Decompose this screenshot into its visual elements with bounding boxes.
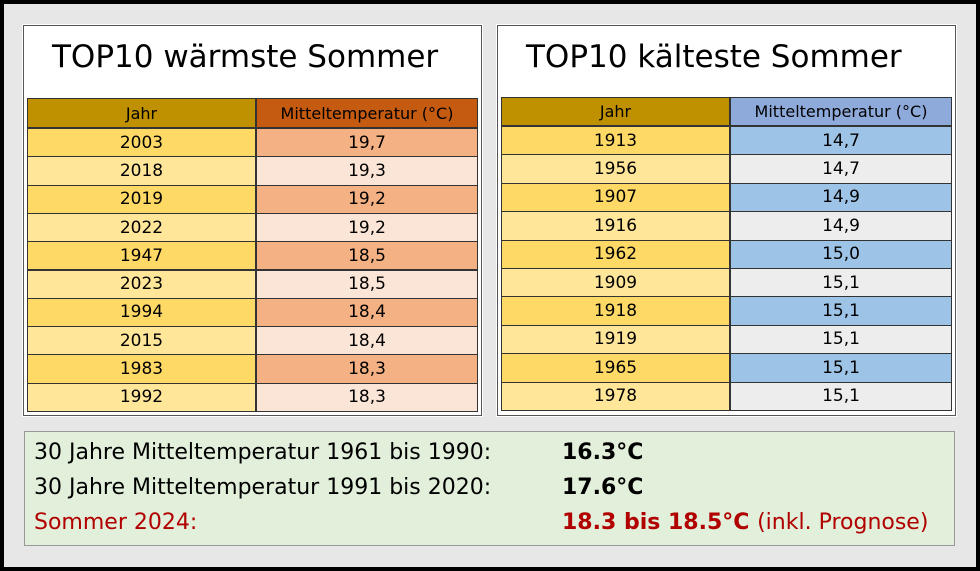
year-cell: 2023 (27, 269, 256, 299)
temp-cell: 15,1 (730, 353, 952, 383)
temp-cell: 19,2 (256, 184, 478, 214)
temp-cell: 15,1 (730, 381, 952, 411)
temp-cell: 19,3 (256, 156, 478, 186)
year-cell: 1916 (501, 211, 730, 241)
summary-value: 18.3 bis 18.5°C (inkl. Prognose) (562, 510, 928, 535)
temp-cell: 18,5 (256, 241, 478, 271)
temp-cell: 19,2 (256, 212, 478, 243)
year-cell: 1994 (27, 297, 256, 328)
summary-label: 30 Jahre Mitteltemperatur 1961 bis 1990: (34, 440, 492, 465)
year-cell: 2015 (27, 326, 256, 356)
year-cell: 1978 (501, 381, 730, 411)
table-title: TOP10 wärmste Sommer (52, 39, 439, 75)
year-cell: 2022 (27, 212, 256, 243)
temp-cell: 14,7 (730, 126, 952, 156)
temp-cell: 18,3 (256, 354, 478, 384)
temp-cell: 18,3 (256, 382, 478, 412)
header-cell: Jahr (27, 98, 256, 128)
year-cell: 2018 (27, 156, 256, 186)
table-panel: TOP10 kälteste Sommer Jahr Mitteltemperatu… (497, 25, 956, 416)
year-cell: 1947 (27, 241, 256, 271)
temp-cell: 19,7 (256, 128, 478, 158)
temp-cell: 18,4 (256, 326, 478, 356)
table-title: TOP10 kälteste Sommer (526, 39, 902, 75)
temp-cell: 14,7 (730, 154, 952, 184)
header-cell: Mitteltemperatur (°C) (256, 98, 478, 128)
summary-value-text: 17.6°C (562, 475, 644, 500)
temp-cell: 15,1 (730, 324, 952, 355)
year-cell: 1907 (501, 182, 730, 213)
year-cell: 2003 (27, 128, 256, 158)
temp-cell: 18,4 (256, 297, 478, 328)
temp-cell: 14,9 (730, 182, 952, 213)
year-cell: 1909 (501, 268, 730, 298)
year-cell: 1992 (27, 382, 256, 412)
year-cell: 1913 (501, 126, 730, 156)
summary-note: (inkl. Prognose) (757, 510, 929, 535)
summary-box: 30 Jahre Mitteltemperatur 1961 bis 1990:… (24, 431, 955, 546)
year-cell: 1965 (501, 353, 730, 383)
year-cell: 1956 (501, 154, 730, 184)
table-panel: TOP10 wärmste Sommer Jahr Mitteltemperatur… (23, 25, 482, 416)
year-cell: 1919 (501, 324, 730, 355)
year-cell: 1918 (501, 296, 730, 326)
summary-value-text: 16.3°C (562, 440, 644, 465)
temp-cell: 15,1 (730, 296, 952, 326)
temp-cell: 18,5 (256, 269, 478, 299)
temp-cell: 15,1 (730, 268, 952, 298)
temp-cell: 15,0 (730, 239, 952, 269)
header-cell: Jahr (501, 97, 730, 126)
summary-value-text: 18.3 bis 18.5°C (562, 510, 750, 535)
header-cell: Mitteltemperatur (°C) (730, 97, 952, 126)
year-cell: 2019 (27, 184, 256, 214)
year-cell: 1983 (27, 354, 256, 384)
summary-value: 17.6°C (562, 475, 643, 500)
year-cell: 1962 (501, 239, 730, 269)
summary-label: Sommer 2024: (34, 510, 198, 535)
summary-label: 30 Jahre Mitteltemperatur 1991 bis 2020: (34, 475, 492, 500)
summary-value: 16.3°C (562, 440, 643, 465)
temp-cell: 14,9 (730, 211, 952, 241)
